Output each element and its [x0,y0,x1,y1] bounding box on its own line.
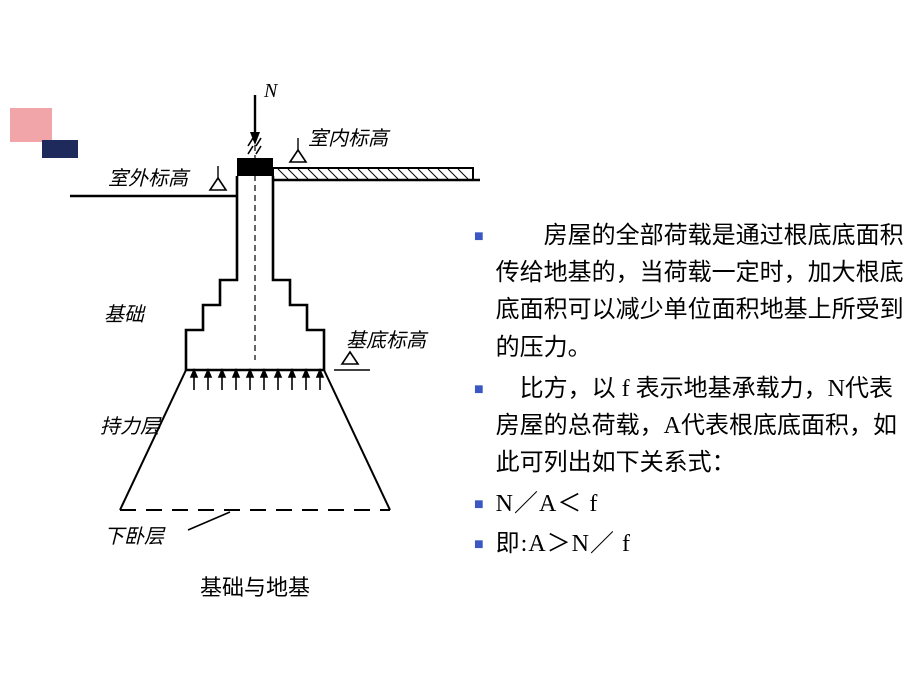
bullet-text-2-content: 比方，以 f 表示地基承载力，N代表房屋的总荷载，A代表根底底面积，如此可列出如… [496,376,897,476]
bullet-text-1-content: 房屋的全部荷载是通过根底底面积传给地基的，当荷载一定时，加大根底底面积可以减少单… [496,223,904,361]
bullet-square-icon: ■ [474,371,484,483]
diagram-label-bearing: 持力层 [100,410,160,439]
diagram-label-base-elev: 基底标高 [346,324,426,353]
bullet-item-2: ■ 比方，以 f 表示地基承载力，N代表房屋的总荷载，A代表根底底面积，如此可列… [474,371,904,483]
bullet-text-3: N／A＜ f [496,486,904,524]
bullet-square-icon: ■ [474,526,484,564]
slide-root: N 室内标高 室外标高 基础 基底标高 持力层 下卧层 基础与地基 ■ 房屋的全… [0,0,920,690]
bullet-item-3: ■ N／A＜ f [474,486,904,524]
bullet-item-1: ■ 房屋的全部荷载是通过根底底面积传给地基的，当荷载一定时，加大根底底面积可以减… [474,218,904,367]
diagram-caption: 基础与地基 [200,570,310,602]
diagram-label-underlying: 下卧层 [104,520,164,549]
bullet-item-4: ■ 即:A＞N／ f [474,526,904,564]
foundation-diagram: N 室内标高 室外标高 基础 基底标高 持力层 下卧层 基础与地基 [70,80,480,600]
decoration-pink-block [10,108,52,142]
diagram-label-indoor: 室内标高 [308,122,388,151]
bullet-text-4: 即:A＞N／ f [496,526,904,564]
bullet-text-2: 比方，以 f 表示地基承载力，N代表房屋的总荷载，A代表根底底面积，如此可列出如… [496,371,904,483]
diagram-label-outdoor: 室外标高 [108,162,188,191]
diagram-label-N: N [264,80,277,103]
text-column: ■ 房屋的全部荷载是通过根底底面积传给地基的，当荷载一定时，加大根底底面积可以减… [474,218,904,566]
bullet-square-icon: ■ [474,218,484,367]
bullet-square-icon: ■ [474,486,484,524]
diagram-label-foundation: 基础 [104,298,144,327]
bullet-text-1: 房屋的全部荷载是通过根底底面积传给地基的，当荷载一定时，加大根底底面积可以减少单… [496,218,904,367]
